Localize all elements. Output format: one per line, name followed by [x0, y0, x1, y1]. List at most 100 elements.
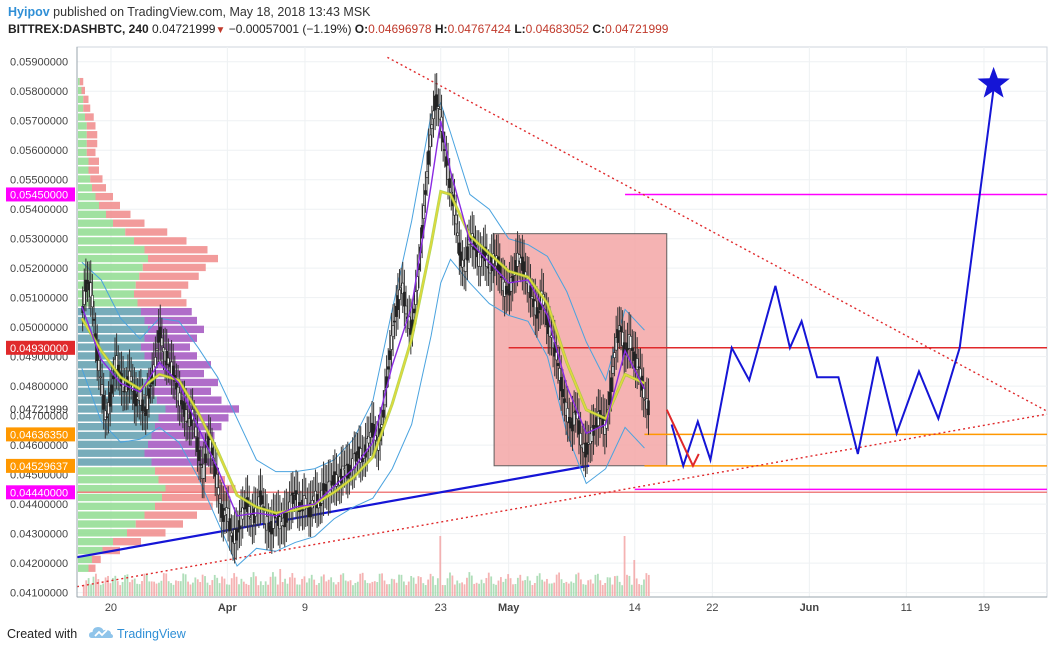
volume-bar: [339, 574, 342, 596]
candle-body: [97, 360, 101, 371]
time-tick-label: 20: [105, 602, 117, 614]
volume-bar: [466, 577, 468, 596]
ohlc-line: BITTREX:DASHBTC, 240 0.04721999▼ −0.0005…: [8, 22, 668, 36]
vp-sell-bar: [151, 458, 215, 466]
volume-bar: [257, 585, 260, 596]
volume-bar: [475, 582, 478, 596]
volume-bar: [150, 581, 153, 596]
volume-bar: [405, 585, 408, 596]
price-axis[interactable]: 0.04100000 0.04200000 0.04300000 0.04400000…: [10, 47, 78, 600]
chart-area[interactable]: 0.04100000 0.04200000 0.04300000 0.04400000…: [0, 43, 1053, 620]
candle-body: [639, 368, 642, 379]
target-star-icon[interactable]: [977, 66, 1010, 98]
time-axis[interactable]: 20 Apr 9 23 May 14 22 Jun 11 19: [77, 596, 1047, 614]
bollinger-upper: [81, 102, 645, 473]
volume-bar: [92, 576, 95, 596]
candle-body: [616, 329, 620, 343]
volume-bar: [364, 580, 366, 596]
candle-body: [390, 335, 393, 350]
volume-bar: [230, 578, 233, 596]
candle-body: [414, 291, 417, 305]
vp-sell-bar: [141, 307, 192, 316]
volume-bar: [206, 582, 209, 596]
tradingview-link[interactable]: TradingView: [117, 627, 186, 641]
author-link[interactable]: Hyipov: [8, 5, 50, 19]
candle-body: [110, 384, 114, 394]
projection-path[interactable]: [670, 88, 995, 470]
tradingview-cloud-icon[interactable]: [88, 623, 114, 643]
volume-bar: [124, 575, 126, 596]
volume-bar: [393, 579, 396, 596]
volume-bar: [187, 581, 189, 596]
volume-bar: [262, 585, 265, 596]
volume-bar: [582, 584, 585, 596]
candle-body: [391, 325, 395, 337]
volume-bar: [621, 585, 624, 596]
volume-bar: [291, 573, 294, 596]
vp-sell-bar: [148, 325, 204, 334]
vp-buy-bar: [78, 423, 155, 431]
volume-bar: [531, 585, 534, 596]
volume-bar: [349, 580, 352, 596]
vp-buy-bar: [78, 184, 92, 192]
volume-bar: [378, 573, 381, 596]
candle-body: [637, 366, 641, 369]
trendline-ascending-blue[interactable]: [76, 464, 590, 559]
price-chart[interactable]: 0.04100000 0.04200000 0.04300000 0.04400000…: [0, 43, 1053, 620]
volume-bar: [643, 579, 645, 596]
volume-bar: [519, 574, 522, 596]
price-projection[interactable]: [665, 66, 1010, 470]
projection-red-segment[interactable]: [665, 409, 700, 469]
volume-bar: [485, 577, 488, 596]
volume-bar: [436, 578, 439, 596]
candle-body: [107, 402, 110, 415]
volume-bar: [138, 584, 141, 596]
volume-bar: [419, 577, 422, 596]
volume-bar: [521, 580, 524, 596]
volume-bar: [223, 578, 226, 596]
volume-bar: [177, 581, 180, 596]
candle-body: [197, 449, 201, 461]
candle-body: [435, 94, 439, 107]
volume-bar: [369, 583, 371, 596]
candle-body: [394, 305, 398, 317]
horizontal-levels[interactable]: [77, 193, 1047, 494]
volume-bar: [344, 580, 347, 596]
vp-sell-bar: [106, 210, 131, 219]
volume-bar: [395, 582, 398, 596]
volume-bar: [580, 579, 582, 596]
volume-bar: [245, 583, 248, 596]
volume-bar: [332, 582, 335, 596]
candle-body: [112, 375, 115, 380]
open-value: 0.04696978: [368, 22, 432, 36]
candle-body: [456, 232, 460, 236]
candle-body: [635, 358, 639, 370]
trend-lines[interactable]: [76, 56, 1048, 588]
vp-buy-bar: [78, 228, 126, 236]
volume-bar: [371, 581, 374, 596]
volume-bar: [548, 583, 551, 596]
trendline-ascending-red[interactable]: [76, 413, 1048, 588]
volume-bar: [461, 582, 463, 596]
volume-bar: [293, 577, 296, 596]
volume-bar: [162, 573, 165, 596]
vp-sell-bar: [83, 95, 89, 104]
candle-body: [585, 442, 589, 455]
volume-bar: [630, 584, 633, 596]
candle-body: [461, 259, 464, 268]
vp-sell-bar: [155, 467, 218, 475]
volume-bar: [153, 581, 156, 596]
volume-bar: [335, 584, 337, 596]
candle-body: [438, 109, 442, 120]
candle-body: [82, 290, 86, 305]
volume-bar: [221, 576, 223, 596]
candle-body: [443, 149, 447, 151]
volume-bar: [172, 584, 175, 596]
candle-body: [246, 497, 249, 512]
candle-body: [403, 291, 406, 307]
volume-bar: [516, 577, 519, 596]
volume-bar: [361, 572, 364, 596]
candle-body: [260, 495, 264, 505]
volume-bar: [463, 584, 466, 596]
price-tick-label: 0.05800000: [10, 86, 68, 98]
